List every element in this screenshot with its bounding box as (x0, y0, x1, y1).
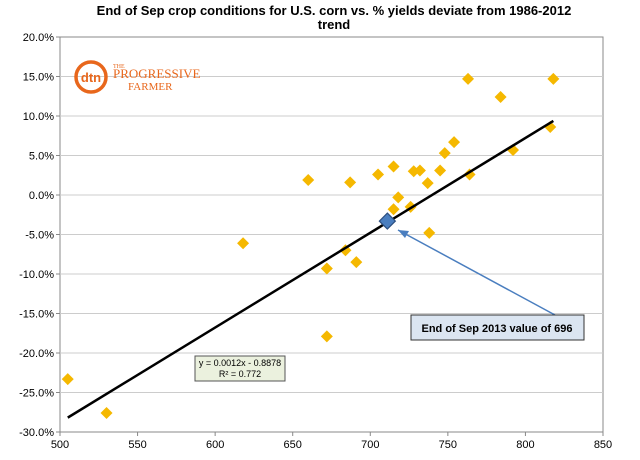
y-tick-label: 20.0% (23, 32, 54, 44)
y-tick-label: 5.0% (29, 151, 54, 163)
trendline (67, 119, 555, 419)
logo: dtn THE PROGRESSIVE FARMER (74, 60, 200, 94)
y-tick-label: -25.0% (19, 388, 54, 400)
y-tick-label: -15.0% (19, 309, 54, 321)
x-tick-label: 600 (206, 439, 224, 451)
callout-box (410, 314, 585, 341)
data-point (344, 176, 357, 189)
x-tick-label: 800 (516, 439, 534, 451)
data-point (320, 330, 333, 343)
data-point (392, 191, 405, 204)
callout: End of Sep 2013 value of 696 (397, 229, 585, 341)
equation-box: y = 0.0012x - 0.8878 R² = 0.772 (194, 355, 286, 382)
logo-the: THE (113, 64, 125, 70)
data-points (61, 72, 560, 420)
data-point (421, 177, 434, 190)
logo-line2: FARMER (128, 81, 173, 93)
data-point (413, 164, 426, 177)
x-tick-label: 700 (361, 439, 379, 451)
data-point (438, 147, 451, 160)
chart-title-line1: End of Sep crop conditions for U.S. corn… (97, 3, 572, 18)
data-point (434, 164, 447, 177)
r-squared: R² = 0.772 (219, 369, 261, 379)
x-tick-label: 750 (439, 439, 457, 451)
gridlines (60, 76, 603, 393)
y-tick-label: 10.0% (23, 111, 54, 123)
data-point (237, 237, 250, 250)
data-point (100, 407, 113, 420)
data-point (448, 136, 461, 149)
y-tick-label: 15.0% (23, 72, 54, 84)
y-tick-label: 0.0% (29, 190, 54, 202)
highlight-point-2013 (378, 212, 397, 230)
y-tick-label: -30.0% (19, 427, 54, 439)
data-point (350, 256, 363, 269)
data-point (462, 72, 475, 85)
data-point (547, 72, 560, 85)
x-tick-label: 550 (128, 439, 146, 451)
data-point (387, 203, 400, 216)
data-point (302, 173, 315, 186)
data-point (494, 91, 507, 104)
chart-title-line2: trend (318, 17, 351, 32)
highlight-group (378, 212, 397, 230)
equation-box-bg (194, 355, 286, 382)
data-point (372, 168, 385, 181)
y-tick-label: -10.0% (19, 269, 54, 281)
callout-arrow-line (397, 229, 556, 316)
y-axis: 20.0% 15.0% 10.0% 5.0% 0.0% -5.0% -10.0% -15.0%… (19, 32, 60, 439)
callout-label: End of Sep 2013 value of 696 (421, 323, 572, 335)
trendline-group (67, 119, 555, 419)
dtn-logo-mark: dtn (81, 70, 101, 85)
dtn-logo-ring (74, 60, 108, 94)
data-point (320, 262, 333, 275)
y-tick-label: -5.0% (25, 230, 54, 242)
data-point (387, 160, 400, 173)
x-tick-label: 500 (51, 439, 69, 451)
x-tick-label: 650 (284, 439, 302, 451)
y-tick-label: -20.0% (19, 348, 54, 360)
x-axis: 500 550 600 650 700 750 800 850 (51, 432, 612, 451)
callout-arrowhead (398, 230, 409, 238)
logo-line1: PROGRESSIVE (113, 66, 200, 81)
x-tick-label: 850 (594, 439, 612, 451)
trendline-equation: y = 0.0012x - 0.8878 (199, 358, 281, 368)
data-point (61, 373, 74, 386)
data-point (423, 226, 436, 239)
